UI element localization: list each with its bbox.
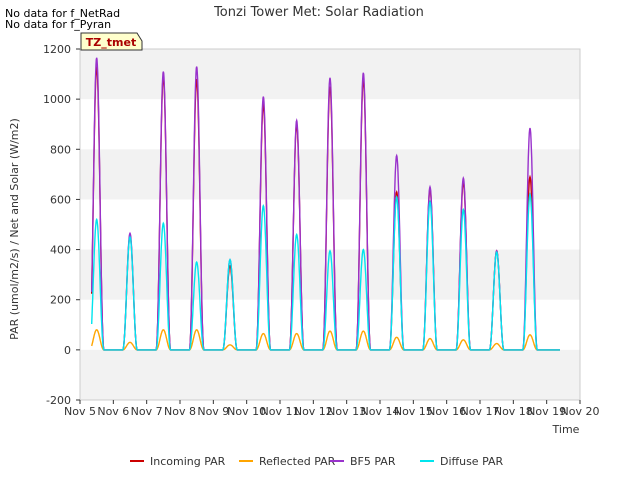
background-band-3 bbox=[80, 349, 580, 400]
y-tick-label: -200 bbox=[46, 394, 71, 407]
x-tick-label: Nov 11 bbox=[261, 405, 300, 418]
background-band-2 bbox=[80, 249, 580, 300]
x-tick-label: Nov 13 bbox=[327, 405, 366, 418]
x-tick-label: Nov 12 bbox=[294, 405, 333, 418]
no-data-netrad-note: No data for f_NetRad bbox=[5, 7, 121, 20]
legend-label: Reflected PAR bbox=[259, 455, 336, 468]
plot-frame bbox=[79, 48, 581, 401]
tz-tmet-badge: TZ_tmet bbox=[80, 32, 143, 51]
y-tick-label: 600 bbox=[50, 193, 71, 206]
legend-label: Incoming PAR bbox=[150, 455, 226, 468]
x-tick-label: Nov 20 bbox=[561, 405, 600, 418]
y-tick-label: 200 bbox=[50, 294, 71, 307]
x-tick-label: Nov 16 bbox=[427, 405, 466, 418]
x-tick-label: Nov 9 bbox=[197, 405, 229, 418]
x-tick-label: Nov 18 bbox=[494, 405, 533, 418]
background-band-1 bbox=[80, 149, 580, 200]
x-axis-label: Time bbox=[552, 423, 580, 436]
legend-label: BF5 PAR bbox=[350, 455, 396, 468]
x-tick-label: Nov 10 bbox=[227, 405, 266, 418]
x-tick-label: Nov 6 bbox=[97, 405, 129, 418]
x-tick-label: Nov 5 bbox=[64, 405, 96, 418]
series-line-diffuse-par bbox=[91, 192, 560, 351]
y-tick-label: 0 bbox=[64, 344, 71, 357]
legend-label: Diffuse PAR bbox=[440, 455, 504, 468]
y-axis-label: PAR (umol/m2/s) / Net and Solar (W/m2) bbox=[8, 118, 21, 340]
x-tick-label: Nov 14 bbox=[361, 405, 400, 418]
x-tick-label: Nov 15 bbox=[394, 405, 433, 418]
no-data-pyran-note: No data for f_Pyran bbox=[5, 18, 112, 31]
y-tick-label: 800 bbox=[50, 143, 71, 156]
x-tick-label: Nov 17 bbox=[461, 405, 500, 418]
x-tick-label: Nov 19 bbox=[527, 405, 566, 418]
y-tick-label: 1200 bbox=[43, 43, 71, 56]
x-tick-label: Nov 8 bbox=[164, 405, 196, 418]
y-tick-label: 400 bbox=[50, 244, 71, 257]
x-tick-label: Nov 7 bbox=[131, 405, 163, 418]
tz-tmet-badge-label: TZ_tmet bbox=[86, 36, 136, 49]
chart-title: Tonzi Tower Met: Solar Radiation bbox=[213, 5, 424, 20]
y-tick-label: 1000 bbox=[43, 93, 71, 106]
